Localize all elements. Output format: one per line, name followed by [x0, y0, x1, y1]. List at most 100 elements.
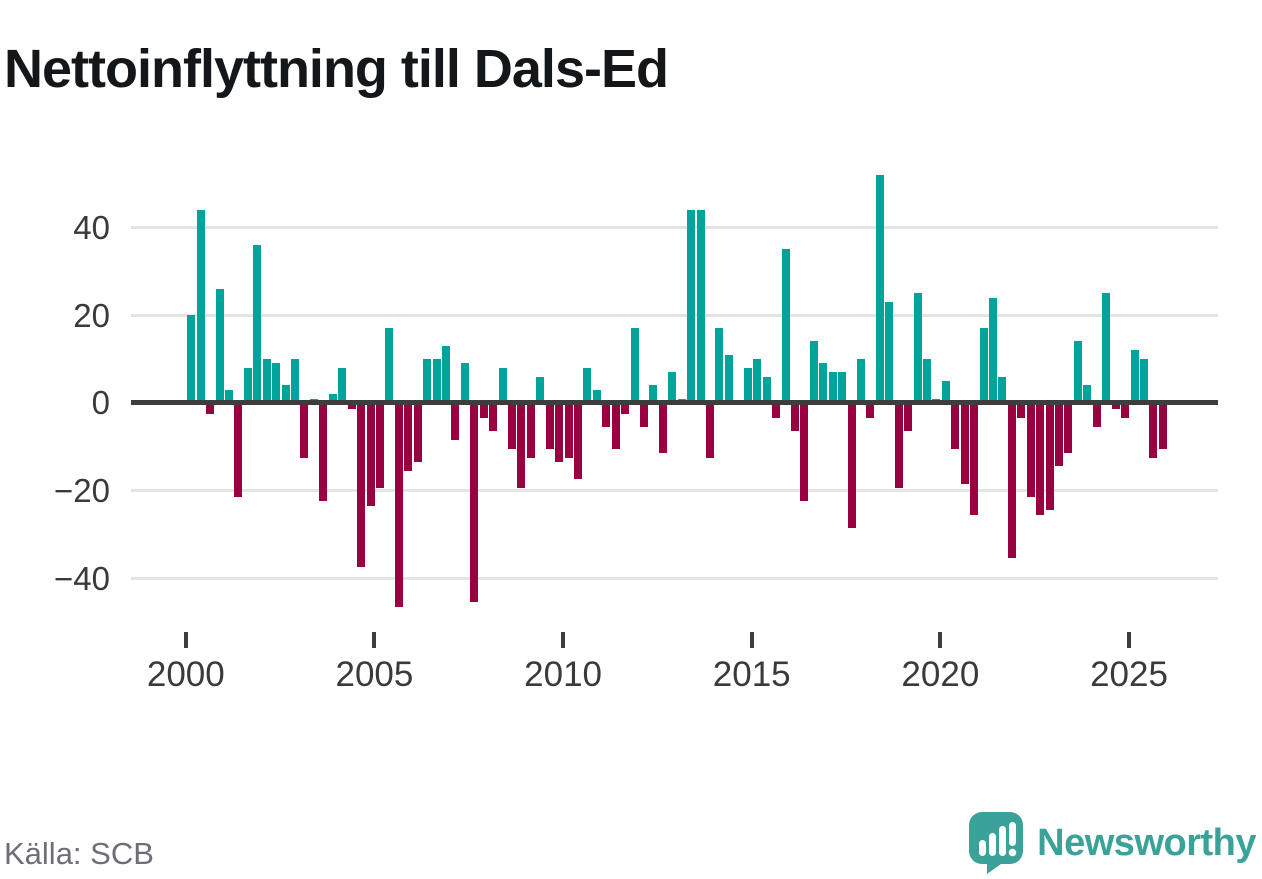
- bar: [753, 359, 762, 405]
- chart-bar-icon: [999, 826, 1007, 856]
- bar: [1139, 359, 1148, 405]
- x-axis-tick: [1127, 632, 1131, 648]
- bar: [706, 402, 715, 458]
- x-axis-tick: [372, 632, 377, 648]
- bar: [196, 209, 205, 405]
- bar: [366, 402, 375, 506]
- bar: [498, 367, 507, 405]
- bar: [781, 249, 790, 405]
- bar: [743, 367, 752, 405]
- bar: [1026, 402, 1035, 497]
- bar: [856, 359, 865, 405]
- bar: [517, 402, 526, 489]
- bar: [696, 209, 705, 405]
- bar: [451, 402, 460, 440]
- bar: [536, 376, 545, 405]
- bar: [687, 209, 696, 405]
- bar: [941, 380, 950, 405]
- bar: [281, 385, 290, 405]
- bar: [621, 402, 630, 414]
- newsworthy-logo-icon: [969, 812, 1024, 874]
- x-axis-tick-label: 2000: [146, 655, 225, 694]
- bar: [951, 402, 960, 449]
- bar: [800, 402, 809, 502]
- bar: [206, 402, 215, 414]
- bar: [1083, 385, 1092, 405]
- bar: [1111, 402, 1120, 410]
- bar: [489, 402, 498, 432]
- x-axis-tick: [561, 632, 566, 648]
- bar: [630, 328, 639, 405]
- bar: [1102, 293, 1111, 405]
- bar: [979, 328, 988, 405]
- x-axis-tick: [749, 632, 754, 648]
- y-axis-tick-label: 20: [73, 296, 110, 334]
- bar: [574, 402, 582, 480]
- x-axis-tick: [938, 632, 943, 648]
- bar: [1149, 402, 1158, 458]
- bar: [338, 367, 347, 405]
- newsworthy-logo: Newsworthy: [969, 812, 1256, 874]
- bar: [187, 315, 196, 405]
- gridline: [131, 576, 1218, 580]
- newsworthy-wordmark: Newsworthy: [1037, 821, 1256, 864]
- gridline: [131, 225, 1218, 229]
- bar: [413, 402, 422, 462]
- bar: [583, 367, 592, 405]
- y-axis-tick-label: 0: [91, 384, 110, 422]
- bar: [1055, 402, 1064, 467]
- bar: [866, 402, 875, 419]
- bar: [724, 354, 733, 405]
- bar: [507, 402, 516, 449]
- exclamation-icon: [1009, 822, 1017, 846]
- chart-bar-icon: [989, 833, 997, 856]
- bar: [357, 402, 366, 568]
- bar: [960, 402, 969, 484]
- bar: [913, 293, 922, 405]
- bar: [272, 363, 281, 405]
- bar: [1007, 402, 1016, 559]
- bar: [441, 345, 450, 405]
- zero-line: [131, 400, 1218, 406]
- bar: [922, 359, 931, 405]
- bar: [1064, 402, 1073, 454]
- x-axis-tick-label: 2015: [712, 655, 791, 694]
- bar: [319, 402, 328, 502]
- bar: [715, 328, 724, 405]
- bar: [1036, 402, 1045, 515]
- bar: [790, 402, 799, 432]
- gridline: [131, 313, 1218, 317]
- bar: [470, 402, 479, 603]
- bar: [225, 389, 234, 405]
- bar: [772, 402, 781, 419]
- bar: [640, 402, 649, 427]
- bar: [1092, 402, 1101, 427]
- bar: [423, 359, 432, 405]
- bar: [611, 402, 620, 449]
- y-axis-tick-label: −40: [54, 559, 110, 597]
- bar: [262, 359, 271, 405]
- bar: [970, 402, 979, 515]
- bar: [809, 341, 818, 405]
- bar: [375, 402, 384, 489]
- bar: [649, 385, 658, 405]
- bar: [668, 372, 677, 405]
- bar: [545, 402, 554, 449]
- bar: [602, 402, 611, 427]
- x-axis-tick-label: 2020: [901, 655, 980, 694]
- bar: [479, 402, 488, 419]
- bar: [762, 376, 771, 405]
- bar: [819, 363, 828, 405]
- bar: [875, 174, 884, 405]
- x-axis-tick: [183, 632, 188, 648]
- bar: [904, 402, 913, 432]
- bar: [328, 394, 337, 405]
- bar: [300, 402, 309, 458]
- x-axis-tick-label: 2025: [1090, 655, 1168, 694]
- bar: [555, 402, 564, 462]
- bar: [592, 389, 601, 405]
- chart-bar-icon: [979, 840, 987, 856]
- bar: [828, 372, 837, 405]
- y-axis-tick-label: 40: [73, 208, 110, 246]
- bar: [394, 402, 403, 607]
